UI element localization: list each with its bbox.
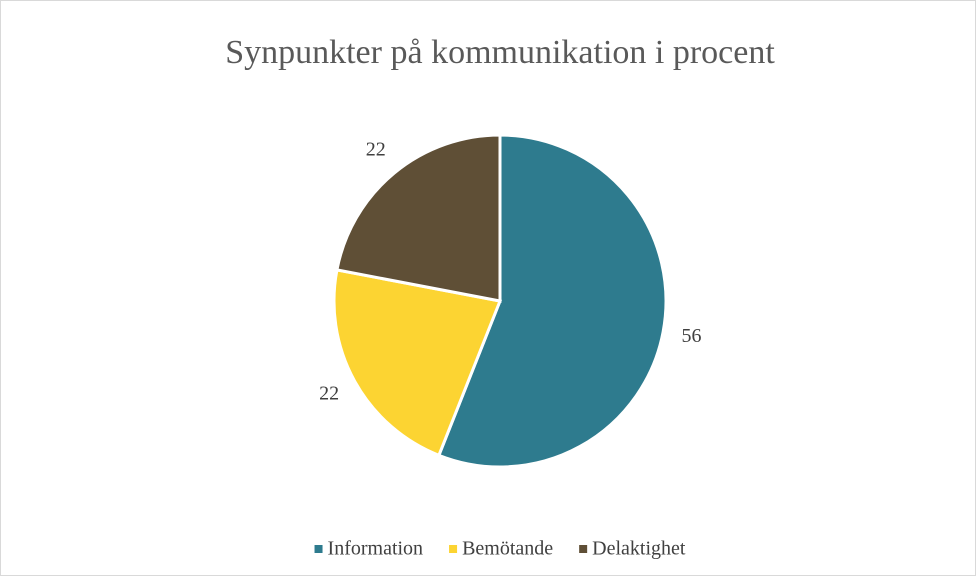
pie-slice xyxy=(332,268,503,458)
legend: Information Bemötande Delaktighet xyxy=(314,538,686,560)
pie-slice xyxy=(436,133,668,469)
data-label: 22 xyxy=(319,383,339,405)
data-label: 22 xyxy=(366,138,386,160)
pie-slice xyxy=(335,133,502,303)
data-label: 56 xyxy=(682,325,702,347)
legend-label: Information xyxy=(328,538,424,560)
legend-label: Bemötande xyxy=(462,538,553,560)
chart-title: Synpunkter på kommunikation i procent xyxy=(225,34,775,71)
legend-label: Delaktighet xyxy=(592,538,686,560)
legend-marker xyxy=(579,545,588,553)
legend-marker xyxy=(449,545,458,553)
legend-marker xyxy=(314,545,323,553)
